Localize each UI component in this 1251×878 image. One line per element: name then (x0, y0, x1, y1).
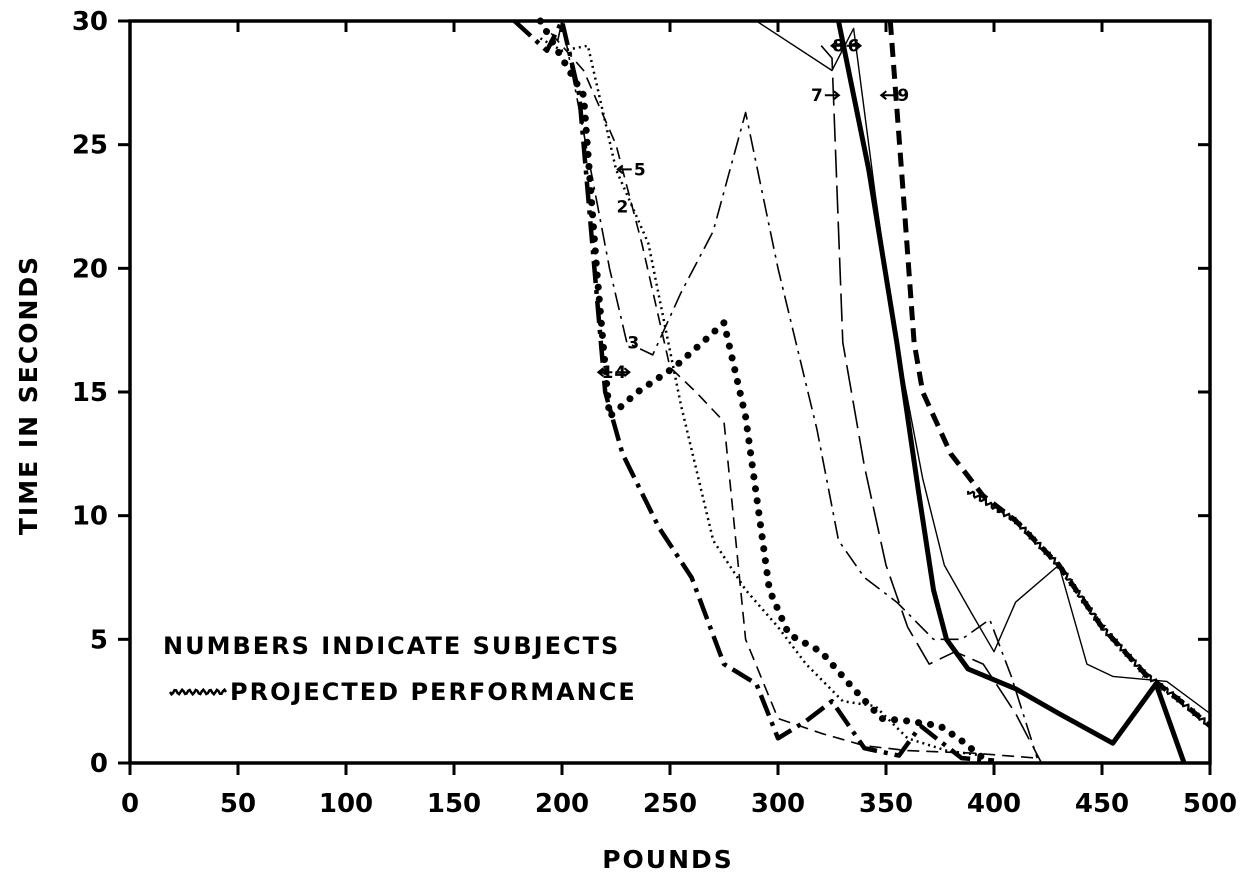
x-tick-label: 50 (220, 789, 256, 819)
x-tick-label: 250 (643, 789, 697, 819)
subject-label-4: 4 (614, 363, 626, 383)
y-axis-title: TIME IN SECONDS (14, 255, 43, 535)
series-line-subject-3 (556, 20, 1038, 759)
series-line-subject-5 (550, 32, 1038, 759)
legend-wavy-swatch (168, 687, 228, 697)
subject-label-7: 7 (811, 86, 823, 106)
subject-arrow-1 (615, 367, 631, 377)
series-lines (512, 17, 1212, 764)
y-tick-label: 30 (72, 7, 108, 37)
subject-label-8: 8 (833, 37, 845, 57)
x-axis-title: POUNDS (602, 845, 734, 874)
series-line-subject-7 (820, 45, 1043, 764)
subject-arrow-5 (616, 164, 632, 175)
y-tick-label: 5 (90, 625, 108, 655)
x-tick-label: 350 (859, 789, 913, 819)
subject-label-9: 9 (897, 86, 909, 106)
series-line-subject-6 (836, 20, 1187, 764)
subject-label-5: 5 (634, 160, 646, 180)
x-tick-label: 450 (1075, 789, 1129, 819)
legend-entry-projected: PROJECTED PERFORMANCE (230, 678, 637, 706)
subject-label-3: 3 (627, 334, 639, 354)
subject-label-2: 2 (617, 198, 629, 218)
y-tick-label: 15 (72, 378, 108, 408)
subject-arrow-4 (596, 367, 613, 377)
subject-arrow-6 (829, 40, 846, 51)
y-tick-label: 20 (72, 254, 108, 284)
x-tick-label: 400 (967, 789, 1021, 819)
y-tick-label: 25 (72, 131, 108, 161)
series-line-subject-8 (756, 20, 1211, 715)
subject-arrow-7 (824, 90, 841, 100)
projected-performance-line (967, 490, 1212, 727)
y-tick-label: 0 (90, 749, 108, 779)
x-tick-label: 200 (535, 789, 589, 819)
x-tick-label: 100 (319, 789, 373, 819)
x-tick-label: 0 (121, 789, 139, 819)
axis-ticks (118, 19, 1212, 775)
series-line-subject-4 (536, 17, 987, 762)
series-line-subject-9 (887, 20, 1212, 728)
x-tick-label: 300 (751, 789, 805, 819)
y-tick-label: 10 (72, 502, 108, 532)
legend: NUMBERS INDICATE SUBJECTS PROJECTED PERF… (163, 632, 637, 706)
x-tick-label: 150 (427, 789, 481, 819)
x-tick-label: 500 (1183, 789, 1237, 819)
legend-entry-subjects: NUMBERS INDICATE SUBJECTS (163, 632, 620, 660)
subject-arrow-8 (846, 40, 863, 51)
subject-arrow-9 (879, 90, 896, 100)
tick-labels: 0 50 100 150 200 250 300 350 400 450 5000510152025… (72, 7, 1237, 819)
series-line-subject-1 (512, 18, 995, 763)
